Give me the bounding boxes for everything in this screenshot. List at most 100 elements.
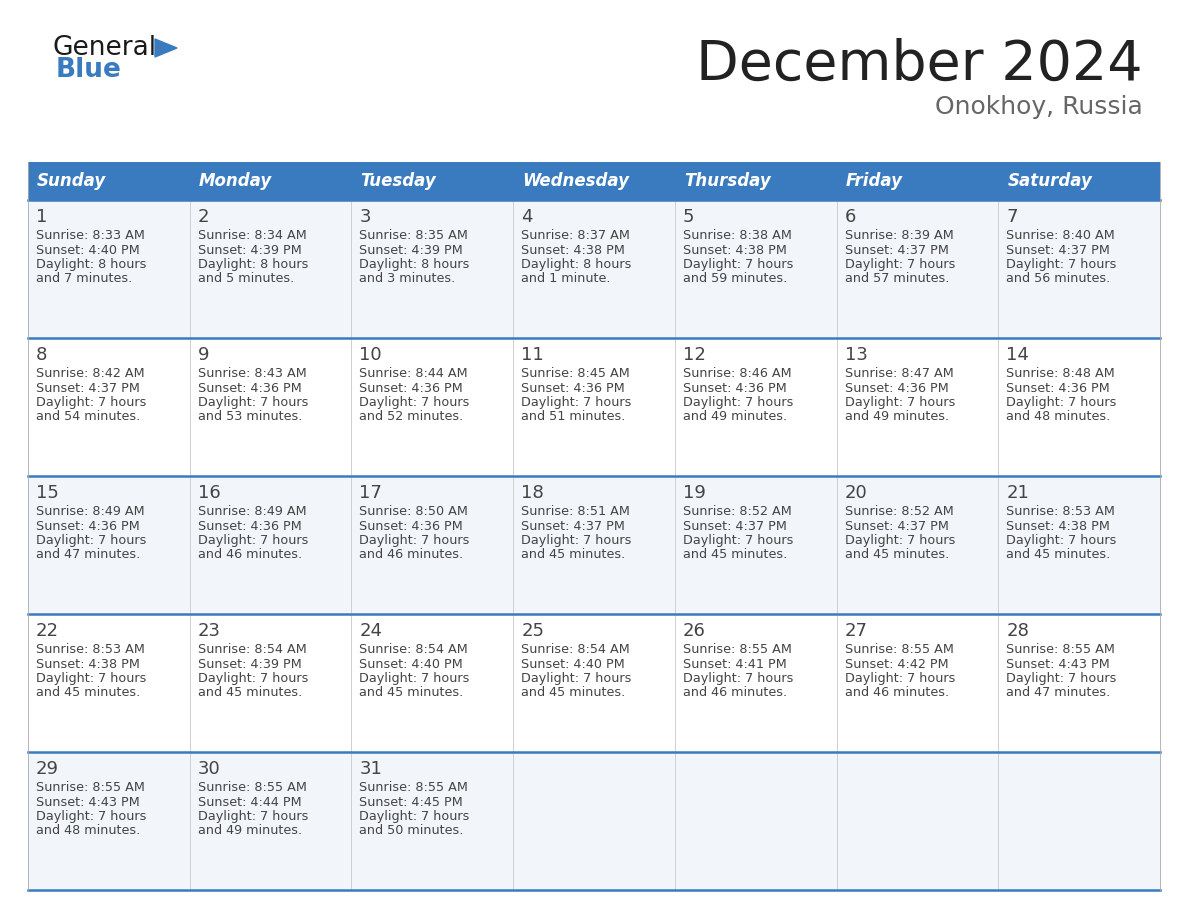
Text: Sunrise: 8:54 AM: Sunrise: 8:54 AM	[522, 643, 630, 656]
Text: Daylight: 7 hours: Daylight: 7 hours	[845, 396, 955, 409]
Text: and 53 minutes.: and 53 minutes.	[197, 410, 302, 423]
Text: Daylight: 7 hours: Daylight: 7 hours	[522, 396, 632, 409]
Text: Sunset: 4:44 PM: Sunset: 4:44 PM	[197, 796, 302, 809]
Text: Saturday: Saturday	[1007, 172, 1092, 190]
Text: 20: 20	[845, 484, 867, 502]
Text: 8: 8	[36, 346, 48, 364]
Text: Sunrise: 8:55 AM: Sunrise: 8:55 AM	[360, 781, 468, 794]
Text: 6: 6	[845, 208, 855, 226]
Text: Sunrise: 8:48 AM: Sunrise: 8:48 AM	[1006, 367, 1116, 380]
Text: Daylight: 7 hours: Daylight: 7 hours	[36, 534, 146, 547]
Text: and 47 minutes.: and 47 minutes.	[36, 548, 140, 562]
Text: Daylight: 7 hours: Daylight: 7 hours	[360, 534, 469, 547]
Text: and 49 minutes.: and 49 minutes.	[845, 410, 949, 423]
Text: and 45 minutes.: and 45 minutes.	[845, 548, 949, 562]
Text: Daylight: 7 hours: Daylight: 7 hours	[1006, 396, 1117, 409]
Text: and 45 minutes.: and 45 minutes.	[522, 548, 625, 562]
Text: and 5 minutes.: and 5 minutes.	[197, 273, 293, 285]
Text: Sunrise: 8:51 AM: Sunrise: 8:51 AM	[522, 505, 630, 518]
Text: Sunrise: 8:55 AM: Sunrise: 8:55 AM	[683, 643, 791, 656]
Text: Sunrise: 8:53 AM: Sunrise: 8:53 AM	[1006, 505, 1116, 518]
Text: Daylight: 7 hours: Daylight: 7 hours	[36, 672, 146, 685]
Text: Sunset: 4:39 PM: Sunset: 4:39 PM	[197, 657, 302, 670]
Text: Daylight: 7 hours: Daylight: 7 hours	[360, 810, 469, 823]
Text: Daylight: 7 hours: Daylight: 7 hours	[36, 396, 146, 409]
Text: Daylight: 7 hours: Daylight: 7 hours	[522, 534, 632, 547]
Text: Sunset: 4:37 PM: Sunset: 4:37 PM	[683, 520, 786, 532]
Text: and 45 minutes.: and 45 minutes.	[36, 687, 140, 700]
Text: 4: 4	[522, 208, 532, 226]
Text: Daylight: 8 hours: Daylight: 8 hours	[360, 258, 469, 271]
Text: Sunrise: 8:45 AM: Sunrise: 8:45 AM	[522, 367, 630, 380]
Text: Sunset: 4:36 PM: Sunset: 4:36 PM	[197, 382, 302, 395]
Text: Sunset: 4:36 PM: Sunset: 4:36 PM	[197, 520, 302, 532]
Bar	[29, 476, 1159, 614]
Text: Daylight: 7 hours: Daylight: 7 hours	[197, 810, 308, 823]
Text: Sunrise: 8:40 AM: Sunrise: 8:40 AM	[1006, 229, 1116, 242]
Text: 3: 3	[360, 208, 371, 226]
Text: and 47 minutes.: and 47 minutes.	[1006, 687, 1111, 700]
Text: Daylight: 7 hours: Daylight: 7 hours	[845, 672, 955, 685]
Text: Sunrise: 8:49 AM: Sunrise: 8:49 AM	[36, 505, 145, 518]
Text: Sunrise: 8:55 AM: Sunrise: 8:55 AM	[845, 643, 954, 656]
Text: and 45 minutes.: and 45 minutes.	[360, 687, 463, 700]
Text: General: General	[52, 35, 156, 61]
Text: Sunset: 4:40 PM: Sunset: 4:40 PM	[36, 243, 140, 256]
Text: and 52 minutes.: and 52 minutes.	[360, 410, 463, 423]
Text: Daylight: 7 hours: Daylight: 7 hours	[197, 672, 308, 685]
Text: Sunset: 4:43 PM: Sunset: 4:43 PM	[36, 796, 140, 809]
Text: Sunset: 4:36 PM: Sunset: 4:36 PM	[845, 382, 948, 395]
Text: Sunset: 4:41 PM: Sunset: 4:41 PM	[683, 657, 786, 670]
Text: and 49 minutes.: and 49 minutes.	[197, 824, 302, 837]
Text: Sunday: Sunday	[37, 172, 106, 190]
Text: Daylight: 7 hours: Daylight: 7 hours	[1006, 672, 1117, 685]
Text: and 45 minutes.: and 45 minutes.	[1006, 548, 1111, 562]
Text: Daylight: 7 hours: Daylight: 7 hours	[197, 396, 308, 409]
Text: Daylight: 7 hours: Daylight: 7 hours	[1006, 534, 1117, 547]
Text: 13: 13	[845, 346, 867, 364]
Text: Sunrise: 8:37 AM: Sunrise: 8:37 AM	[522, 229, 630, 242]
Text: 15: 15	[36, 484, 59, 502]
Text: Sunrise: 8:55 AM: Sunrise: 8:55 AM	[36, 781, 145, 794]
Text: and 46 minutes.: and 46 minutes.	[197, 548, 302, 562]
Text: and 50 minutes.: and 50 minutes.	[360, 824, 463, 837]
Text: 24: 24	[360, 622, 383, 640]
Text: 28: 28	[1006, 622, 1029, 640]
Text: Tuesday: Tuesday	[360, 172, 436, 190]
Text: Sunset: 4:36 PM: Sunset: 4:36 PM	[36, 520, 140, 532]
Text: Sunset: 4:36 PM: Sunset: 4:36 PM	[360, 520, 463, 532]
Text: Sunset: 4:36 PM: Sunset: 4:36 PM	[522, 382, 625, 395]
Text: Sunset: 4:38 PM: Sunset: 4:38 PM	[36, 657, 140, 670]
Text: and 45 minutes.: and 45 minutes.	[522, 687, 625, 700]
Text: 18: 18	[522, 484, 544, 502]
Text: Daylight: 7 hours: Daylight: 7 hours	[36, 810, 146, 823]
Text: Sunset: 4:40 PM: Sunset: 4:40 PM	[522, 657, 625, 670]
Text: Sunset: 4:45 PM: Sunset: 4:45 PM	[360, 796, 463, 809]
Text: 26: 26	[683, 622, 706, 640]
Text: 29: 29	[36, 760, 59, 778]
Text: 19: 19	[683, 484, 706, 502]
Text: Sunrise: 8:53 AM: Sunrise: 8:53 AM	[36, 643, 145, 656]
Text: and 45 minutes.: and 45 minutes.	[683, 548, 788, 562]
Text: and 49 minutes.: and 49 minutes.	[683, 410, 786, 423]
Text: Sunset: 4:38 PM: Sunset: 4:38 PM	[1006, 520, 1110, 532]
Text: 25: 25	[522, 622, 544, 640]
Text: Daylight: 7 hours: Daylight: 7 hours	[683, 672, 794, 685]
Bar	[29, 338, 1159, 476]
Text: and 7 minutes.: and 7 minutes.	[36, 273, 132, 285]
Text: and 46 minutes.: and 46 minutes.	[683, 687, 786, 700]
Text: 14: 14	[1006, 346, 1029, 364]
Text: Daylight: 7 hours: Daylight: 7 hours	[360, 396, 469, 409]
Text: Daylight: 7 hours: Daylight: 7 hours	[683, 534, 794, 547]
Text: Sunrise: 8:49 AM: Sunrise: 8:49 AM	[197, 505, 307, 518]
Text: Blue: Blue	[56, 57, 122, 83]
Text: Daylight: 8 hours: Daylight: 8 hours	[197, 258, 308, 271]
Text: Daylight: 7 hours: Daylight: 7 hours	[845, 258, 955, 271]
Text: Monday: Monday	[198, 172, 272, 190]
Text: Sunrise: 8:54 AM: Sunrise: 8:54 AM	[360, 643, 468, 656]
Text: Sunrise: 8:47 AM: Sunrise: 8:47 AM	[845, 367, 953, 380]
Text: Sunrise: 8:46 AM: Sunrise: 8:46 AM	[683, 367, 791, 380]
Text: Sunrise: 8:52 AM: Sunrise: 8:52 AM	[845, 505, 953, 518]
Text: 12: 12	[683, 346, 706, 364]
Bar	[29, 200, 1159, 338]
